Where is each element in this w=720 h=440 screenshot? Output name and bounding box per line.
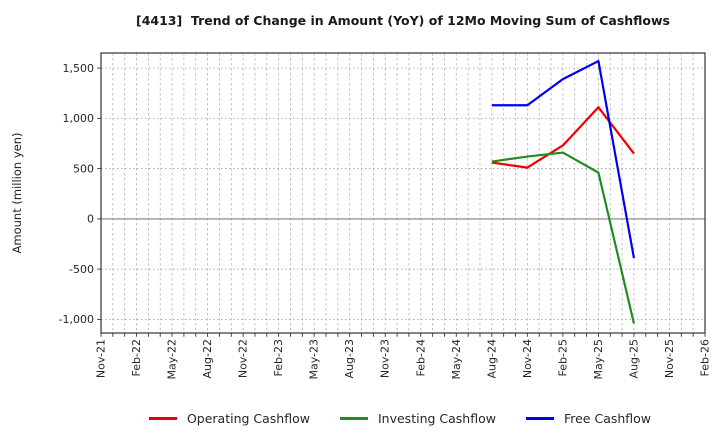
legend-line-swatch (148, 416, 177, 420)
x-tick-label: May-23 (308, 339, 321, 380)
y-tick-label: 500 (73, 162, 94, 175)
y-gridlines (101, 67, 705, 320)
investing-cashflow-series (491, 151, 636, 324)
free-cashflow-series (491, 59, 636, 259)
legend-line-swatch (525, 416, 554, 420)
plot-border (100, 52, 706, 334)
x-tick-label: Aug-22 (201, 339, 214, 378)
x-tick-labels: Nov-21 Feb-22 May-22 Aug-22 Nov-22 Feb-23 May-… (95, 339, 712, 380)
x-tick-label: Aug-25 (627, 339, 640, 378)
x-tick-label: May-22 (166, 339, 179, 380)
x-tick-label: Nov-25 (663, 339, 676, 378)
y-tick-label: 0 (87, 213, 94, 226)
free-cashflow-line (491, 59, 636, 259)
y-ticks (97, 67, 101, 320)
y-tick-label: -500 (69, 263, 94, 276)
y-tick-label: 1,500 (63, 62, 95, 75)
legend-line-swatch (339, 416, 368, 420)
y-tick-label: 1,000 (63, 112, 95, 125)
legend-label: Free Cashflow (563, 410, 652, 426)
x-tick-label: Nov-23 (379, 339, 392, 378)
x-tick-label: Feb-26 (699, 339, 712, 376)
x-tick-label: May-25 (592, 339, 605, 380)
chart-title: [4413] Trend of Change in Amount (YoY) o… (136, 13, 670, 28)
legend: Operating Cashflow Investing Cashflow Free… (80, 406, 720, 430)
x-tick-label: Nov-24 (521, 339, 534, 378)
x-ticks (100, 333, 706, 337)
x-tick-label: Nov-22 (237, 339, 250, 378)
x-tick-label: Aug-23 (343, 339, 356, 378)
legend-item-operating-cashflow: Operating Cashflow (148, 410, 310, 426)
legend-item-free-cashflow: Free Cashflow (525, 410, 652, 426)
x-tick-label: Feb-24 (414, 339, 427, 376)
x-tick-label: Aug-24 (485, 339, 498, 378)
y-tick-label: -1,000 (59, 313, 94, 326)
x-gridlines (112, 53, 694, 333)
legend-item-investing-cashflow: Investing Cashflow (339, 410, 496, 426)
x-tick-label: Nov-21 (95, 339, 108, 378)
x-tick-label: Feb-23 (272, 339, 285, 376)
x-tick-label: Feb-25 (556, 339, 569, 376)
x-tick-label: May-24 (450, 339, 463, 380)
x-tick-label: Feb-22 (130, 339, 143, 376)
legend-label: Operating Cashflow (186, 410, 310, 426)
legend-label: Investing Cashflow (377, 410, 496, 426)
y-tick-labels: 1,500 1,000 500 0 -500 -1,000 (59, 62, 94, 326)
investing-cashflow-line (491, 151, 636, 324)
